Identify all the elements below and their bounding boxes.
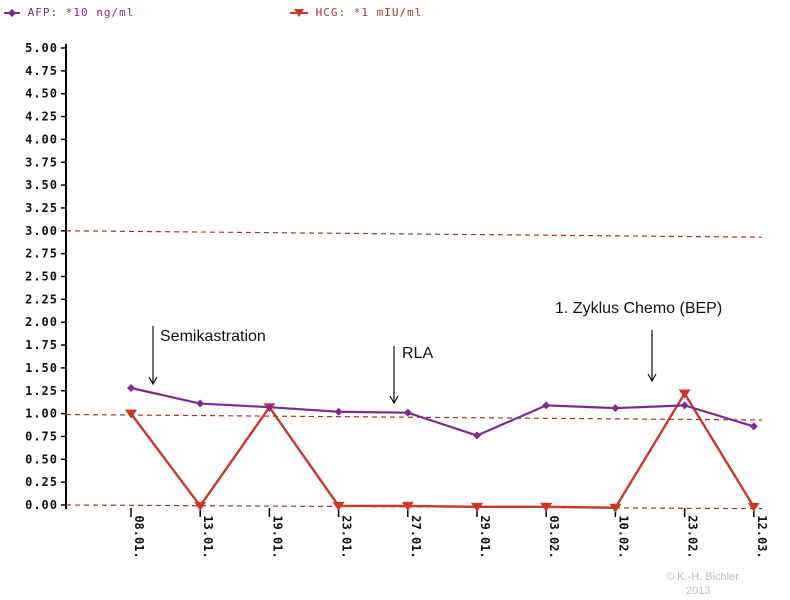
y-tick-label: 4.50 [25, 87, 58, 101]
afp-point [265, 403, 274, 412]
afp-point [334, 407, 343, 416]
copyright-line2: 2013 [686, 585, 711, 597]
annotation-rla: RLA [402, 345, 434, 362]
y-tick-labels: 0.00 0.25 0.50 0.75 1.00 1.25 1.50 1.75 2.00 2.25… [25, 41, 58, 512]
hcg-point [401, 501, 414, 511]
y-tick-label: 5.00 [25, 41, 58, 55]
y-tick-label: 0.75 [25, 429, 58, 443]
x-tick-label: 27.01. [409, 515, 423, 558]
hcg-point [194, 501, 207, 511]
y-tick-label: 2.50 [25, 270, 58, 284]
hcg-point [471, 502, 483, 512]
hcg-point [747, 502, 760, 512]
arrow-head [389, 395, 399, 405]
diamond-marker-icon [4, 9, 20, 17]
x-tick-labels: 08.01. 13.01. 19.01. 23.01. 27.01. 29.01. 03.0… [132, 515, 769, 558]
legend-afp: AFP: *10 ng/ml [4, 6, 134, 19]
axes [61, 44, 755, 517]
y-tick-label: 0.50 [25, 452, 58, 466]
x-tick-label: 03.02. [547, 515, 561, 558]
afp-point [680, 401, 689, 410]
hcg-point [332, 501, 345, 511]
y-tick-label: 3.75 [25, 155, 58, 169]
reference-line [65, 504, 763, 510]
x-tick-label: 23.01. [340, 515, 354, 558]
x-tick-label: 23.02. [686, 515, 700, 558]
y-tick-label: 0.00 [25, 498, 58, 512]
series-line-afp [130, 386, 755, 437]
y-tick-label: 2.00 [25, 315, 58, 329]
reference-lines [65, 230, 763, 510]
y-tick-label: 4.25 [25, 110, 58, 124]
y-tick-label: 4.75 [25, 64, 58, 78]
reference-line [65, 413, 763, 421]
y-tick-label: 3.00 [25, 224, 58, 238]
series-lines [130, 386, 755, 509]
hcg-point [678, 389, 691, 399]
afp-point [611, 404, 620, 413]
hcg-point [125, 409, 137, 419]
copyright-notice: © K.-H. Bichler 2013 [666, 570, 739, 598]
afp-point [542, 401, 551, 410]
legend-hcg: HCG: *1 mIU/ml [290, 6, 422, 19]
legend-afp-label: AFP: *10 ng/ml [27, 6, 135, 19]
y-tick-label: 3.25 [25, 201, 58, 215]
legend-hcg-label: HCG: *1 mIU/ml [315, 6, 423, 19]
triangle-marker-icon [290, 9, 308, 17]
y-tick-label: 1.50 [25, 361, 58, 375]
afp-point [196, 399, 205, 408]
arrow-head [148, 376, 158, 386]
reference-line [65, 230, 763, 238]
arrow-head [647, 373, 657, 383]
x-tick-label: 12.03. [755, 515, 769, 558]
afp-point [473, 431, 481, 440]
y-tick-label: 2.25 [25, 292, 58, 306]
series-markers [125, 384, 760, 513]
y-tick-label: 1.00 [25, 407, 58, 421]
copyright-line1: © K.-H. Bichler [666, 571, 739, 583]
annotation-arrows [148, 326, 657, 405]
x-tick-label: 29.01. [478, 515, 492, 558]
annotation-chemo: 1. Zyklus Chemo (BEP) [555, 300, 723, 317]
hcg-point [609, 503, 622, 513]
annotation-semikastration: Semikastration [160, 328, 266, 345]
x-tick-label: 19.01. [270, 515, 284, 558]
afp-point [749, 422, 758, 431]
afp-point [403, 408, 412, 417]
y-tick-label: 3.50 [25, 178, 58, 192]
x-tick-label: 08.01. [132, 515, 146, 558]
y-tick-label: 4.00 [25, 132, 58, 146]
hcg-point [540, 502, 553, 512]
x-tick-label: 13.01. [201, 515, 215, 558]
y-tick-label: 0.25 [25, 475, 58, 489]
series-line-hcg [130, 392, 755, 509]
x-tick-label: 10.02. [616, 515, 630, 558]
afp-point [127, 384, 135, 393]
y-tick-label: 1.75 [25, 338, 58, 352]
y-tick-label: 2.75 [25, 247, 58, 261]
y-tick-label: 1.25 [25, 384, 58, 398]
